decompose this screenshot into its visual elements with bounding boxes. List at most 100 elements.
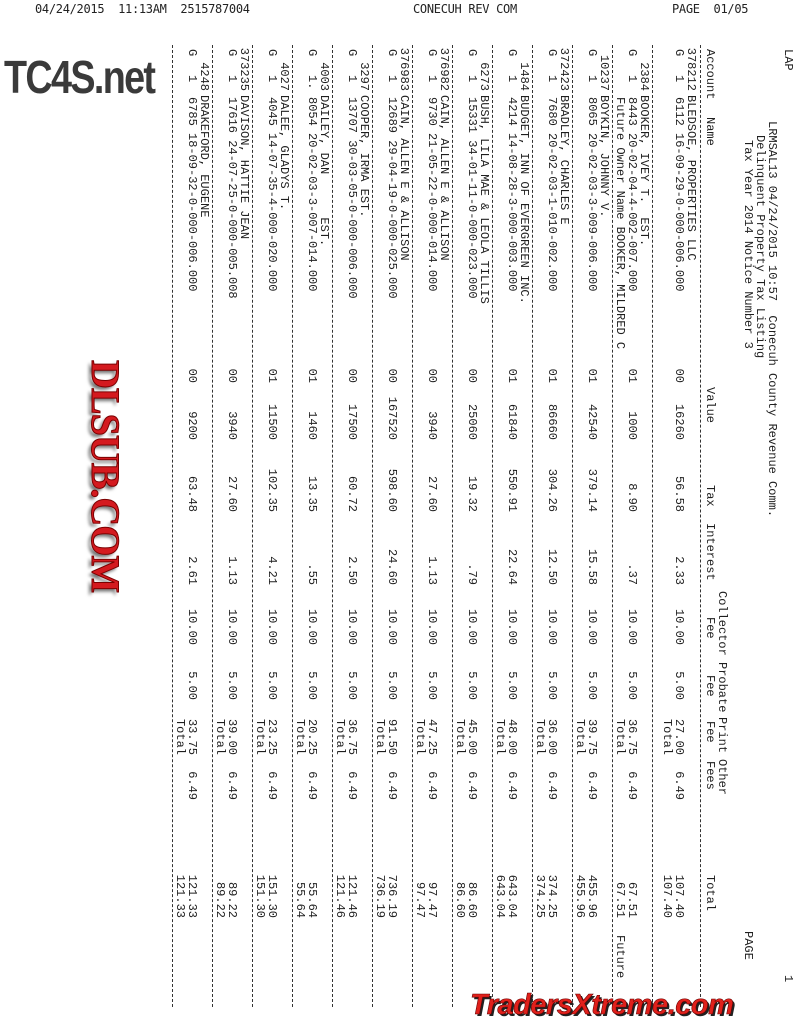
other-amount: 6.49 <box>625 771 639 800</box>
probate-amount: 5.00 <box>672 671 686 700</box>
interest-amount: 22.64 <box>505 548 519 585</box>
tax-amount: 102.35 <box>265 468 279 512</box>
probate-amount: 5.00 <box>425 671 439 700</box>
collector-amount: 10.00 <box>465 608 479 645</box>
other-amount: 6.49 <box>305 771 319 800</box>
row-total-repeat: 736.19 <box>373 874 387 918</box>
col-header-print-fee: Fee <box>703 721 717 743</box>
class-code: 01 <box>625 368 639 383</box>
probate-amount: 5.00 <box>225 671 239 700</box>
total-amount: 107.40 <box>672 874 686 918</box>
sequence-number: 1 <box>505 75 519 83</box>
interest-amount: 1.13 <box>425 556 439 585</box>
fax-header-center: CONECUH REV COM <box>413 2 517 16</box>
print-amount: 47.25 <box>425 718 439 755</box>
tax-amount: 379.14 <box>585 468 599 512</box>
parcel-number: 8065 20-02-03-3-009-006.000 <box>585 97 599 292</box>
group-code: G <box>465 49 479 57</box>
parcel-number: 15331 34-01-11-0-000-023.000 <box>465 97 479 299</box>
print-total-label: Total <box>613 718 627 755</box>
other-amount: 6.49 <box>585 771 599 800</box>
watermark-logo-center: DLSUB.COM <box>83 360 129 593</box>
lap-label: LAP <box>781 49 795 71</box>
collector-amount: 10.00 <box>225 608 239 645</box>
tax-listing-page: LAP 1 LRMSAL13 04/24/2015 10:57 Conecuh … <box>172 45 796 1010</box>
collector-amount: 10.00 <box>425 608 439 645</box>
sequence-number: 1 <box>625 75 639 83</box>
print-amount: 23.25 <box>265 718 279 755</box>
tax-amount: 56.58 <box>672 475 686 512</box>
probate-amount: 5.00 <box>465 671 479 700</box>
account-number: 373235 <box>237 47 251 91</box>
fax-header-left: 04/24/2015 11:13AM 2515787004 <box>35 2 250 16</box>
col-header-total: Total <box>703 875 717 912</box>
sequence-number: 1 <box>185 75 199 83</box>
account-number: 4003 <box>317 62 331 91</box>
group-code: G <box>425 49 439 57</box>
account-number: 6273 <box>477 62 491 91</box>
account-number: 2384 <box>637 62 651 91</box>
parcel-number: 4214 14-08-28-3-000-003.000 <box>505 97 519 292</box>
parcel-number: 9730 21-05-22-0-000-014.000 <box>425 97 439 292</box>
interest-amount: 2.33 <box>672 556 686 585</box>
assessed-value: 11500 <box>265 403 279 440</box>
total-amount: 151.30 <box>265 874 279 918</box>
total-amount: 89.22 <box>225 881 239 918</box>
probate-amount: 5.00 <box>265 671 279 700</box>
class-code: 01 <box>505 368 519 383</box>
interest-amount: 2.50 <box>345 556 359 585</box>
account-number: 378212 <box>684 47 698 91</box>
collector-amount: 10.00 <box>385 608 399 645</box>
assessed-value: 167520 <box>385 396 399 440</box>
other-amount: 6.49 <box>465 771 479 800</box>
total-amount: 86.60 <box>465 881 479 918</box>
owner-name: COOPER, IRMA EST. <box>357 95 371 218</box>
print-amount: 39.00 <box>225 718 239 755</box>
assessed-value: 17500 <box>345 403 359 440</box>
probate-amount: 5.00 <box>545 671 559 700</box>
class-code: 00 <box>425 368 439 383</box>
interest-amount: 15.58 <box>585 548 599 585</box>
row-divider <box>292 45 293 1007</box>
tax-amount: 598.60 <box>385 468 399 512</box>
row-total-repeat: 67.51 <box>613 881 627 918</box>
collector-amount: 10.00 <box>545 608 559 645</box>
owner-name: BOOKER, IVEY T. EST. <box>637 95 651 247</box>
sequence-number: 1 <box>265 75 279 83</box>
row-divider <box>572 45 573 1007</box>
report-subtitle: Delinquent Property Tax Listing <box>753 135 767 359</box>
print-total-label: Total <box>660 718 674 755</box>
report-title: LRMSAL13 04/24/2015 10:57 Conecuh County… <box>765 121 779 518</box>
owner-name: DAVISON, HATTIE JEAN <box>237 95 251 240</box>
col-header-collector-fee: Fee <box>703 617 717 639</box>
class-code: 01 <box>585 368 599 383</box>
row-divider <box>452 45 453 1007</box>
print-amount: 36.75 <box>345 718 359 755</box>
fax-header-page: PAGE 01/05 <box>672 2 749 16</box>
group-code: G <box>345 49 359 57</box>
col-header-account: Account <box>703 49 717 100</box>
sequence-number: 1 <box>385 75 399 83</box>
account-number: 10237 <box>597 54 611 91</box>
class-code: 01 <box>265 368 279 383</box>
parcel-number: 17616 24-07-25-0-000-005.008 <box>225 97 239 299</box>
probate-amount: 5.00 <box>345 671 359 700</box>
group-code: G <box>305 49 319 57</box>
other-amount: 6.49 <box>672 771 686 800</box>
row-total-repeat: 121.46 <box>333 874 347 918</box>
probate-amount: 5.00 <box>385 671 399 700</box>
owner-name: CAIN, ALLEN E & ALLISON <box>397 95 411 261</box>
assessed-value: 3940 <box>225 411 239 440</box>
owner-name: DRAKEFORD, EUGENE <box>197 95 211 218</box>
collector-amount: 10.00 <box>672 608 686 645</box>
parcel-number: 8443 20-02-04-4-002-007.000 <box>625 97 639 292</box>
probate-amount: 5.00 <box>305 671 319 700</box>
row-divider <box>212 45 213 1007</box>
collector-amount: 10.00 <box>265 608 279 645</box>
row-total-repeat: 121.33 <box>173 874 187 918</box>
class-code: 00 <box>345 368 359 383</box>
print-total-label: Total <box>373 718 387 755</box>
sequence-number: 1 <box>345 75 359 83</box>
assessed-value: 3940 <box>425 411 439 440</box>
interest-amount: 12.50 <box>545 548 559 585</box>
